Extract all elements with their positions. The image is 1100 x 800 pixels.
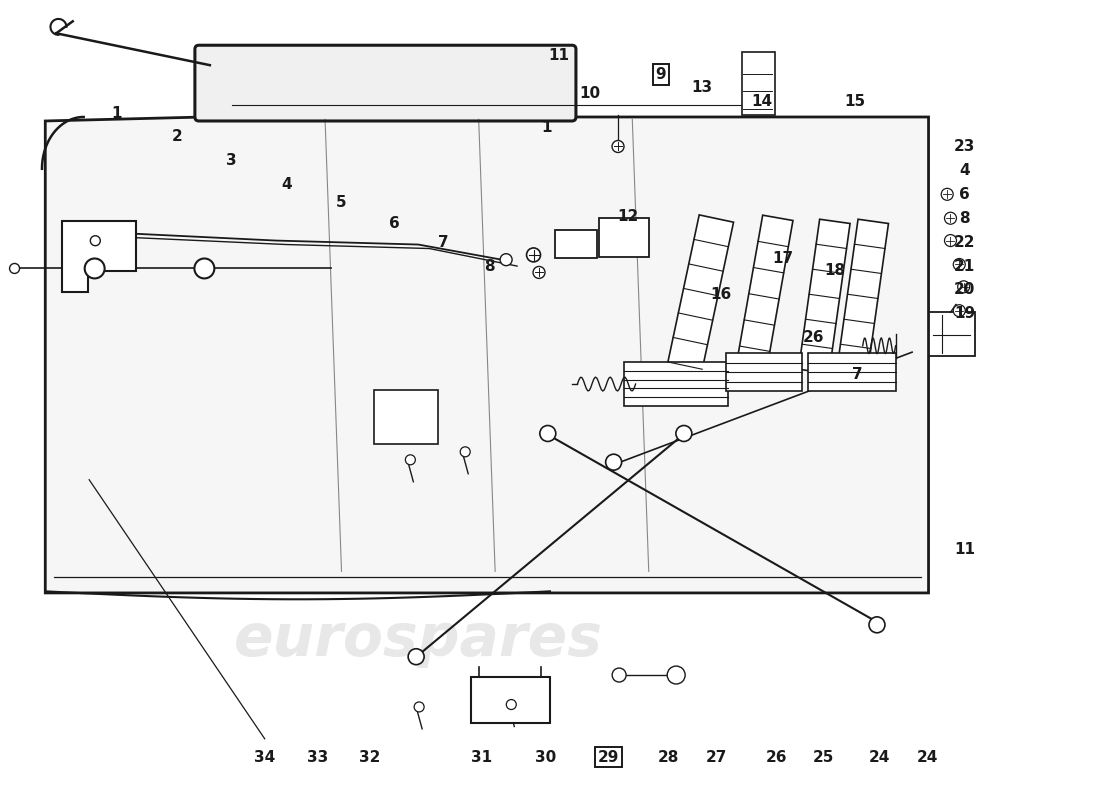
Text: eurospares: eurospares bbox=[234, 610, 603, 668]
Circle shape bbox=[612, 141, 624, 153]
Polygon shape bbox=[837, 219, 889, 374]
Text: 27: 27 bbox=[706, 750, 727, 765]
Text: 33: 33 bbox=[307, 750, 328, 765]
FancyBboxPatch shape bbox=[928, 312, 975, 356]
Polygon shape bbox=[735, 215, 793, 378]
Text: 11: 11 bbox=[954, 542, 976, 558]
Circle shape bbox=[506, 699, 516, 710]
Text: 14: 14 bbox=[751, 94, 772, 109]
Text: 20: 20 bbox=[954, 282, 976, 298]
Polygon shape bbox=[62, 221, 136, 292]
Bar bbox=[556, 230, 597, 258]
Text: 11: 11 bbox=[548, 48, 570, 63]
Circle shape bbox=[958, 281, 969, 293]
Text: 30: 30 bbox=[535, 750, 557, 765]
Text: 13: 13 bbox=[691, 80, 712, 95]
Circle shape bbox=[534, 266, 544, 278]
Text: 6: 6 bbox=[959, 187, 970, 202]
Circle shape bbox=[945, 234, 957, 246]
Circle shape bbox=[606, 454, 621, 470]
Text: 2: 2 bbox=[172, 130, 183, 145]
Polygon shape bbox=[662, 215, 734, 394]
Text: 24: 24 bbox=[916, 750, 938, 765]
Circle shape bbox=[90, 236, 100, 246]
Text: 1: 1 bbox=[541, 120, 552, 135]
Text: 26: 26 bbox=[803, 330, 824, 346]
Text: 25: 25 bbox=[813, 750, 834, 765]
Polygon shape bbox=[45, 117, 928, 593]
Text: 10: 10 bbox=[579, 86, 601, 101]
Circle shape bbox=[540, 426, 556, 442]
Circle shape bbox=[942, 188, 954, 200]
Text: 1: 1 bbox=[111, 106, 122, 121]
Circle shape bbox=[500, 254, 513, 266]
Text: 31: 31 bbox=[472, 750, 493, 765]
Polygon shape bbox=[807, 353, 895, 391]
Text: 7: 7 bbox=[851, 367, 862, 382]
FancyBboxPatch shape bbox=[195, 46, 576, 121]
Bar bbox=[742, 53, 774, 114]
Text: 32: 32 bbox=[360, 750, 381, 765]
Circle shape bbox=[406, 455, 416, 465]
Polygon shape bbox=[726, 353, 802, 391]
Polygon shape bbox=[799, 219, 850, 374]
Circle shape bbox=[954, 258, 965, 270]
Circle shape bbox=[90, 267, 100, 278]
Polygon shape bbox=[624, 362, 728, 406]
Circle shape bbox=[408, 649, 425, 665]
Circle shape bbox=[869, 617, 886, 633]
Text: 6: 6 bbox=[388, 215, 399, 230]
Text: 17: 17 bbox=[772, 250, 793, 266]
Circle shape bbox=[527, 248, 540, 262]
Circle shape bbox=[10, 263, 20, 274]
Text: 23: 23 bbox=[954, 139, 976, 154]
Text: 28: 28 bbox=[658, 750, 679, 765]
Text: 22: 22 bbox=[954, 234, 976, 250]
Text: 9: 9 bbox=[656, 67, 667, 82]
Circle shape bbox=[675, 426, 692, 442]
Circle shape bbox=[945, 212, 957, 224]
Circle shape bbox=[414, 702, 425, 712]
Text: 15: 15 bbox=[845, 94, 866, 109]
Circle shape bbox=[612, 668, 626, 682]
Text: 29: 29 bbox=[597, 750, 619, 765]
Text: 19: 19 bbox=[954, 306, 976, 322]
Text: 5: 5 bbox=[337, 194, 346, 210]
Circle shape bbox=[85, 258, 104, 278]
Text: 4: 4 bbox=[959, 163, 970, 178]
Circle shape bbox=[668, 666, 685, 684]
Text: eurospares: eurospares bbox=[234, 332, 603, 389]
Text: 4: 4 bbox=[282, 178, 292, 192]
FancyBboxPatch shape bbox=[374, 390, 438, 444]
Text: 18: 18 bbox=[825, 263, 846, 278]
Text: 8: 8 bbox=[959, 210, 970, 226]
Circle shape bbox=[954, 305, 965, 317]
Text: 34: 34 bbox=[254, 750, 275, 765]
Text: 7: 7 bbox=[438, 234, 449, 250]
Text: 8: 8 bbox=[484, 258, 495, 274]
Text: 16: 16 bbox=[711, 287, 732, 302]
FancyBboxPatch shape bbox=[600, 218, 649, 257]
FancyBboxPatch shape bbox=[471, 677, 550, 723]
Text: 24: 24 bbox=[869, 750, 890, 765]
Text: 26: 26 bbox=[766, 750, 786, 765]
Text: 21: 21 bbox=[954, 258, 976, 274]
Text: 3: 3 bbox=[227, 154, 238, 168]
Circle shape bbox=[195, 258, 214, 278]
Text: 12: 12 bbox=[617, 209, 638, 224]
Circle shape bbox=[460, 447, 470, 457]
